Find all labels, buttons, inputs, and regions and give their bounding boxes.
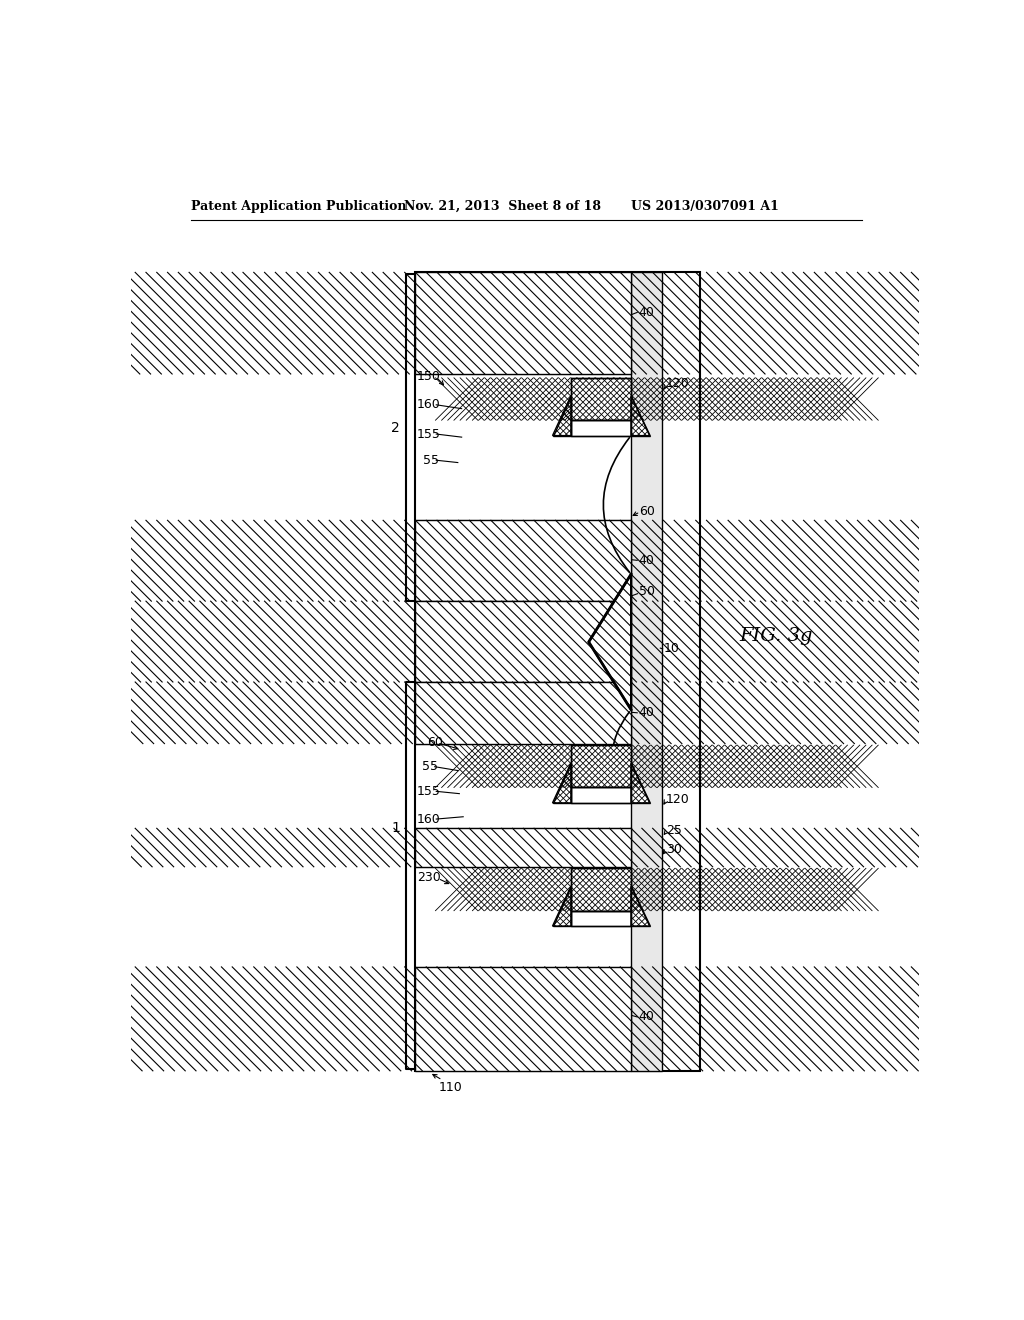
Text: 1: 1 xyxy=(391,821,400,836)
Text: 155: 155 xyxy=(417,785,441,797)
Text: Patent Application Publication: Patent Application Publication xyxy=(190,199,407,213)
Text: FIG. 3g: FIG. 3g xyxy=(739,627,812,644)
Text: Nov. 21, 2013  Sheet 8 of 18: Nov. 21, 2013 Sheet 8 of 18 xyxy=(403,199,601,213)
Polygon shape xyxy=(553,886,571,927)
Text: 30: 30 xyxy=(666,842,682,855)
Bar xyxy=(571,911,631,927)
Bar xyxy=(571,869,631,911)
Bar xyxy=(571,911,631,927)
Bar xyxy=(571,420,631,436)
Bar xyxy=(571,788,631,803)
Bar xyxy=(416,272,631,374)
Text: 55: 55 xyxy=(422,760,437,774)
Text: 2: 2 xyxy=(391,421,400,434)
Text: 230: 230 xyxy=(417,871,440,884)
Text: 25: 25 xyxy=(666,824,682,837)
Polygon shape xyxy=(631,763,649,803)
Bar xyxy=(571,378,631,420)
Polygon shape xyxy=(553,763,571,803)
Bar xyxy=(571,744,631,788)
Text: 40: 40 xyxy=(639,1010,654,1023)
Bar xyxy=(631,272,662,1071)
Bar xyxy=(416,682,631,743)
Text: 160: 160 xyxy=(417,813,440,825)
Text: 150: 150 xyxy=(417,370,441,383)
Text: 60: 60 xyxy=(427,735,443,748)
Text: 55: 55 xyxy=(423,454,439,467)
Polygon shape xyxy=(589,574,631,710)
Text: 40: 40 xyxy=(639,706,654,719)
Bar xyxy=(571,420,631,436)
Text: 50: 50 xyxy=(639,585,654,598)
Polygon shape xyxy=(553,396,571,436)
Bar xyxy=(571,788,631,803)
Text: 40: 40 xyxy=(639,306,654,319)
Bar xyxy=(416,520,631,601)
Text: 160: 160 xyxy=(417,399,440,412)
Text: US 2013/0307091 A1: US 2013/0307091 A1 xyxy=(631,199,779,213)
Bar xyxy=(416,601,631,682)
Text: 155: 155 xyxy=(417,428,441,441)
Text: 120: 120 xyxy=(666,792,689,805)
Text: 60: 60 xyxy=(639,504,654,517)
Bar xyxy=(571,869,631,911)
Bar xyxy=(571,744,631,788)
Text: 40: 40 xyxy=(639,554,654,566)
Polygon shape xyxy=(631,396,649,436)
Bar xyxy=(571,378,631,420)
Bar xyxy=(416,272,700,1071)
Text: 110: 110 xyxy=(438,1081,462,1094)
Bar xyxy=(416,966,631,1071)
Bar xyxy=(416,829,631,867)
Text: 120: 120 xyxy=(666,376,689,389)
Polygon shape xyxy=(631,886,649,927)
Text: 10: 10 xyxy=(665,643,680,656)
